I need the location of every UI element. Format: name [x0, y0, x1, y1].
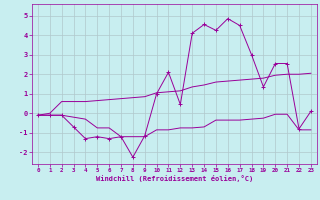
- X-axis label: Windchill (Refroidissement éolien,°C): Windchill (Refroidissement éolien,°C): [96, 175, 253, 182]
